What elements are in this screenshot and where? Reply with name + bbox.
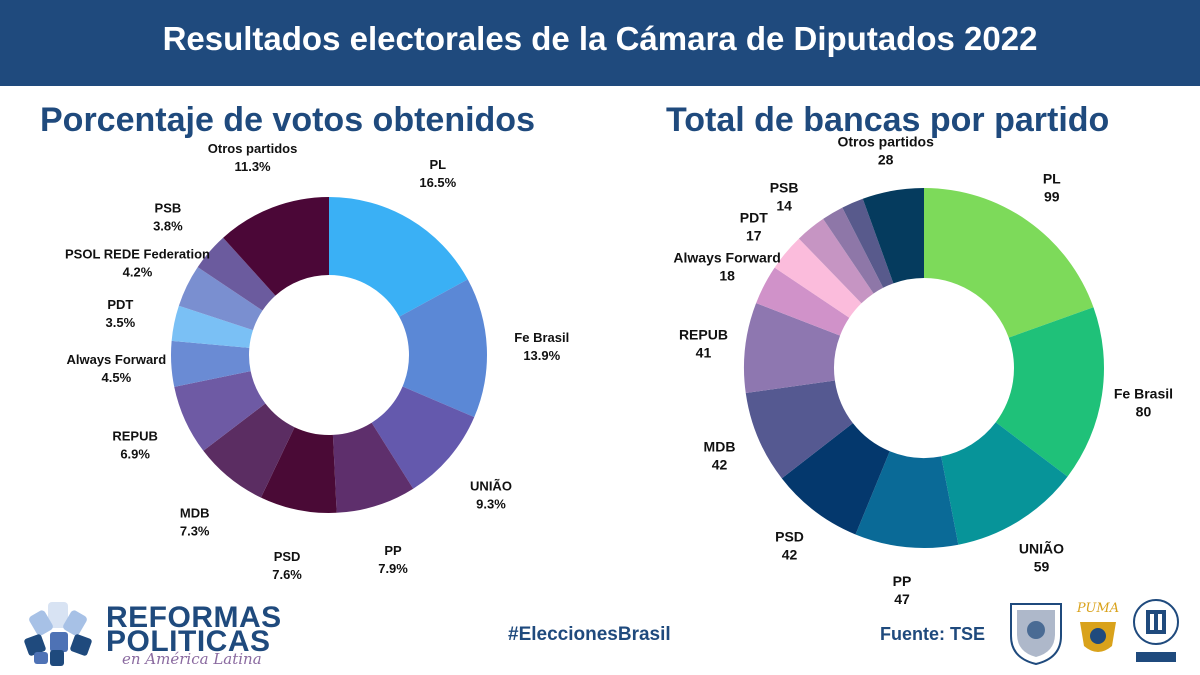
- votes-label-mdb: MDB 7.3%: [180, 505, 210, 538]
- votes-labels: PL 16.5% Fe Brasil 13.9% UNIÃO 9.3% PP 7.9% PSD 7…: [65, 141, 569, 582]
- logo-tagline: en América Latina: [122, 650, 262, 668]
- votes-slice-pl: [329, 197, 468, 317]
- votes-slice-mdb: [203, 403, 295, 498]
- seats-label-pdt: PDT 17: [740, 209, 768, 243]
- seats-label-pl: PL 99: [1043, 170, 1061, 204]
- votes-slice-repub: [174, 371, 266, 451]
- seats-slice-uni-o: [941, 422, 1068, 545]
- seats-slice-unlabeled-11: [842, 198, 894, 288]
- seats-slice-pp: [855, 451, 959, 548]
- reformas-politicas-logo: REFORMAS POLITICAS en América Latina: [24, 600, 281, 670]
- seats-label-repub: REPUB 41: [679, 327, 728, 361]
- seats-label-psd: PSD 42: [775, 529, 804, 563]
- votes-slice-psb: [197, 237, 276, 311]
- votes-label-psb: PSB 3.8%: [153, 201, 183, 234]
- seats-label-always-forward: Always Forward 18: [673, 249, 780, 283]
- votes-label-psol-rede-federation: PSOL REDE Federation 4.2%: [65, 247, 210, 280]
- votes-label-psd: PSD 7.6%: [272, 549, 302, 582]
- unam-shield-icon: [1010, 603, 1062, 666]
- title-banner: Resultados electorales de la Cámara de D…: [0, 0, 1200, 86]
- votes-slice-always-forward: [171, 340, 251, 387]
- votes-label-uni-o: UNIÃO 9.3%: [470, 478, 512, 511]
- puma-logo-icon: PUMA: [1076, 601, 1119, 652]
- seats-slice-pdt: [774, 238, 862, 318]
- seats-slice-otros-partidos: [862, 188, 924, 284]
- votes-slice-pdt: [171, 305, 253, 348]
- seats-label-pp: PP 47: [893, 573, 912, 607]
- hashtag: #EleccionesBrasil: [508, 624, 671, 645]
- votes-slice-uni-o: [371, 386, 475, 489]
- seats-slice-always-forward: [756, 267, 850, 336]
- seats-label-psb: PSB 14: [770, 180, 799, 214]
- seats-slice-repub: [744, 303, 841, 394]
- logo-line2: POLITICAS: [106, 625, 271, 658]
- votes-label-pl: PL 16.5%: [419, 157, 456, 190]
- seats-slice-psd: [781, 423, 890, 535]
- source-label: Fuente: TSE: [880, 624, 986, 644]
- seats-label-otros-partidos: Otros partidos 28: [837, 133, 934, 167]
- votes-slice-psol-rede-federation: [178, 267, 263, 331]
- votes-donut: [171, 197, 487, 513]
- votes-label-pdt: PDT 3.5%: [106, 297, 136, 330]
- votes-label-otros-partidos: Otros partidos 11.3%: [208, 141, 298, 174]
- seats-chart-title: Total de bancas por partido: [666, 101, 1110, 139]
- seats-donut: [744, 188, 1104, 548]
- page-title: Resultados electorales de la Cámara de D…: [162, 20, 1038, 57]
- logo-line1: REFORMAS: [106, 601, 282, 634]
- seats-slice-unlabeled-10: [823, 207, 884, 294]
- seats-labels: PL 99 Fe Brasil 80 UNIÃO 59 PP 47 PSD 42 MDB 42 REPU…: [673, 133, 1173, 607]
- votes-slice-otros-partidos: [223, 197, 329, 296]
- seats-slice-psb: [798, 218, 874, 304]
- iij-unam-logo-icon: [1133, 599, 1179, 662]
- seats-slice-pl: [924, 188, 1094, 338]
- reformas-emblem-icon: [24, 602, 92, 666]
- votes-label-always-forward: Always Forward 4.5%: [66, 352, 166, 385]
- seats-label-mdb: MDB 42: [704, 438, 736, 472]
- votes-label-repub: REPUB 6.9%: [112, 428, 158, 461]
- votes-chart-title: Porcentaje de votos obtenidos: [40, 101, 535, 139]
- votes-slice-psd: [260, 427, 337, 513]
- votes-slice-pp: [332, 422, 414, 513]
- puma-logo-text: PUMA: [1076, 601, 1119, 616]
- seats-label-fe-brasil: Fe Brasil 80: [1114, 386, 1173, 420]
- seats-slice-mdb: [745, 380, 853, 479]
- votes-label-pp: PP 7.9%: [378, 543, 408, 576]
- votes-slice-fe-brasil: [399, 279, 487, 418]
- votes-label-fe-brasil: Fe Brasil 13.9%: [514, 330, 569, 363]
- seats-slice-fe-brasil: [995, 307, 1104, 477]
- seats-label-uni-o: UNIÃO 59: [1019, 539, 1064, 574]
